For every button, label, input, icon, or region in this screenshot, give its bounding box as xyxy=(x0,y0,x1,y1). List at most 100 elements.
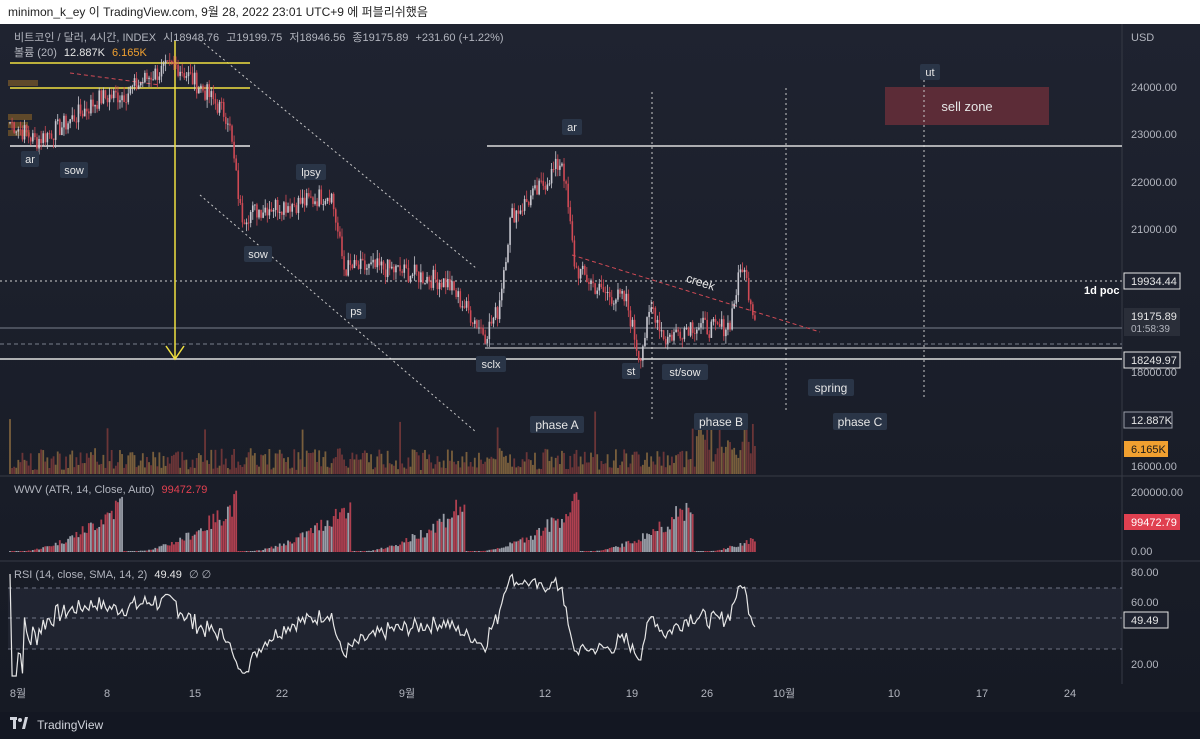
wwv-bar xyxy=(619,547,621,552)
volume-bar xyxy=(305,450,308,474)
last-price-tag[interactable] xyxy=(1124,308,1180,336)
candle-body xyxy=(698,327,700,330)
volume-bar xyxy=(384,467,387,474)
volume-bar xyxy=(309,452,312,474)
sell-zone-box[interactable] xyxy=(885,87,1049,125)
candle-body xyxy=(268,209,271,216)
candle-body xyxy=(451,281,453,291)
candle-body xyxy=(669,334,671,337)
wwv-axis-tick: 0.00 xyxy=(1131,546,1152,558)
poc-price-tag[interactable] xyxy=(1123,272,1181,290)
candle-body xyxy=(75,121,78,123)
annotation-ut[interactable]: ut xyxy=(920,64,940,80)
volume-bar xyxy=(289,468,292,474)
label-text: sow xyxy=(64,165,84,177)
rsi-legend[interactable]: RSI (14, close, SMA, 14, 2) 49.49 ∅ ∅ xyxy=(14,569,211,581)
volume-bar xyxy=(664,467,667,474)
volume-bar xyxy=(195,458,198,474)
left-trendline xyxy=(69,72,161,86)
volume-bar xyxy=(594,411,597,474)
wwv-bar xyxy=(646,533,648,552)
candle-body xyxy=(162,63,165,66)
wwv-bar xyxy=(303,537,306,552)
volume-bar xyxy=(214,449,217,474)
candle-body xyxy=(729,322,731,330)
annotation-ar-top[interactable]: ar xyxy=(562,119,582,135)
time-axis[interactable]: 8월 8 15 22 9월 12 19 26 10월 10 17 24 xyxy=(10,687,1076,700)
wwv-bar xyxy=(374,550,377,552)
wwv-bar xyxy=(218,519,221,552)
candle-body xyxy=(664,338,667,344)
candle-body xyxy=(295,205,298,213)
volume-bar xyxy=(403,467,406,474)
wwv-legend[interactable]: WWV (ATR, 14, Close, Auto) 99472.79 xyxy=(14,484,207,496)
wwv-bar xyxy=(486,550,489,552)
candle-body xyxy=(106,97,109,103)
volume-bar xyxy=(301,429,304,474)
candle-body xyxy=(637,350,640,361)
wwv-bar xyxy=(722,548,725,552)
annotation-lpsy[interactable]: lpsy xyxy=(296,164,326,180)
annotation-creek[interactable]: creek xyxy=(685,271,718,294)
candle-body xyxy=(465,301,468,308)
candle-body xyxy=(627,293,630,311)
candle-body xyxy=(308,193,310,197)
wwv-bar xyxy=(189,539,192,552)
volume-bar xyxy=(600,461,603,474)
label-text: st xyxy=(627,366,636,378)
annotation-ar-left[interactable]: ar xyxy=(21,151,39,167)
candle-body xyxy=(687,327,690,336)
annotation-sclx[interactable]: sclx xyxy=(476,356,506,372)
annotation-sow-mid[interactable]: sow xyxy=(244,246,272,262)
candle-body xyxy=(731,308,733,330)
volume-bar xyxy=(407,457,410,474)
wwv-bar xyxy=(552,518,555,552)
wwv-bar xyxy=(129,551,132,552)
annotation-st-sow[interactable]: st/sow xyxy=(662,364,708,380)
volume-bar xyxy=(708,449,711,474)
volume-bar xyxy=(592,457,594,474)
volume-bar xyxy=(473,457,476,474)
rsi-axis-tick: 20.00 xyxy=(1131,659,1159,671)
candle-body xyxy=(656,319,659,323)
annotation-st[interactable]: st xyxy=(622,363,640,379)
annotation-spring[interactable]: spring xyxy=(808,379,854,396)
candle-body xyxy=(635,339,638,351)
volume-bar xyxy=(42,450,45,474)
wwv-bar xyxy=(50,546,53,552)
label-text: ar xyxy=(567,122,577,134)
annotation-phase-c[interactable]: phase C xyxy=(833,413,887,430)
candle-body xyxy=(233,141,235,159)
volume-bar xyxy=(650,456,653,474)
volume-bar xyxy=(73,467,76,474)
volume-bar xyxy=(583,451,586,474)
candle-body xyxy=(754,315,756,320)
wwv-bar xyxy=(488,549,491,552)
annotation-ps[interactable]: ps xyxy=(346,303,366,319)
wwv-bar xyxy=(270,546,273,552)
volume-bar xyxy=(79,452,82,474)
volume-ma-tag-text: 6.165K xyxy=(1131,444,1167,456)
support-price-tag[interactable] xyxy=(1123,351,1181,369)
wwv-bar xyxy=(231,516,233,552)
volume-bar xyxy=(625,453,628,474)
candle-body xyxy=(436,279,439,290)
candle-body xyxy=(652,307,655,309)
volume-bar xyxy=(218,465,221,474)
candle-body xyxy=(216,103,219,113)
candle-body xyxy=(214,99,217,104)
annotation-1d-poc[interactable]: 1d poc xyxy=(1084,285,1119,297)
volume-bar xyxy=(492,458,495,474)
annotation-phase-b[interactable]: phase B xyxy=(694,413,748,430)
volume-bar xyxy=(326,466,329,474)
chart-svg[interactable]: sell zone xyxy=(0,24,1200,712)
volume-bar xyxy=(114,465,117,474)
annotation-phase-a[interactable]: phase A xyxy=(530,416,584,433)
chart-area[interactable]: sell zone xyxy=(0,24,1200,712)
candle-body xyxy=(532,188,534,196)
annotation-sow-left[interactable]: sow xyxy=(60,162,88,178)
wwv-bar xyxy=(689,512,692,552)
creek-trendline[interactable] xyxy=(571,254,821,333)
volume-bar xyxy=(152,451,155,474)
volume-bar xyxy=(598,469,601,474)
